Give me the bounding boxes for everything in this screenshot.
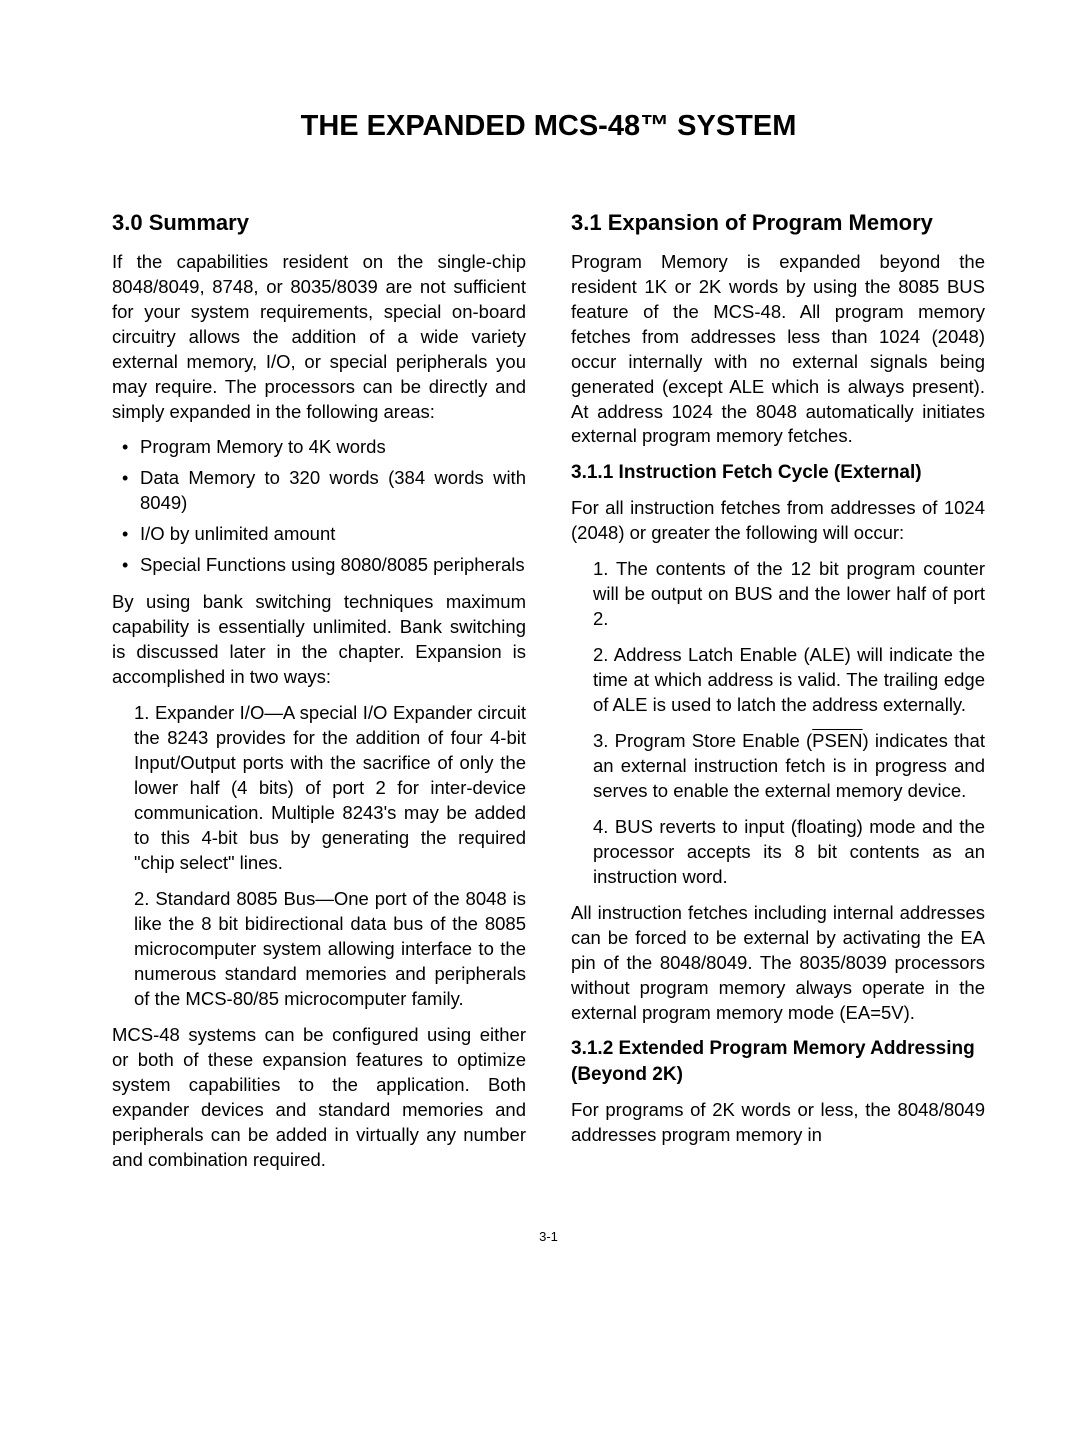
page-number: 3-1 xyxy=(112,1229,985,1244)
section-heading-summary: 3.0 Summary xyxy=(112,208,526,238)
numbered-block: 1. The contents of the 12 bit program co… xyxy=(571,557,985,890)
left-column: 3.0 Summary If the capabilities resident… xyxy=(112,208,526,1184)
numbered-item: 4. BUS reverts to input (floating) mode … xyxy=(593,815,985,890)
page-title: THE EXPANDED MCS-48™ SYSTEM xyxy=(112,110,985,143)
body-paragraph: For programs of 2K words or less, the 80… xyxy=(571,1098,985,1148)
numbered-item: 2. Address Latch Enable (ALE) will indic… xyxy=(593,643,985,718)
numbered-item: 1. Expander I/O—A special I/O Expander c… xyxy=(134,701,526,876)
subsection-heading-fetch: 3.1.1 Instruction Fetch Cycle (External) xyxy=(571,460,985,486)
numbered-item: 3. Program Store Enable (PSEN) indicates… xyxy=(593,729,985,804)
two-column-layout: 3.0 Summary If the capabilities resident… xyxy=(112,208,985,1184)
bullet-item: I/O by unlimited amount xyxy=(112,522,526,547)
right-column: 3.1 Expansion of Program Memory Program … xyxy=(571,208,985,1184)
document-page: THE EXPANDED MCS-48™ SYSTEM 3.0 Summary … xyxy=(0,0,1080,1304)
body-paragraph: MCS-48 systems can be configured using e… xyxy=(112,1023,526,1173)
numbered-block: 1. Expander I/O—A special I/O Expander c… xyxy=(112,701,526,1012)
text-fragment: 3. Program Store Enable ( xyxy=(593,730,812,751)
numbered-item: 2. Standard 8085 Bus—One port of the 804… xyxy=(134,887,526,1012)
body-paragraph: All instruction fetches including intern… xyxy=(571,901,985,1026)
body-paragraph: Program Memory is expanded beyond the re… xyxy=(571,250,985,450)
body-paragraph: For all instruction fetches from address… xyxy=(571,496,985,546)
body-paragraph: If the capabilities resident on the sing… xyxy=(112,250,526,425)
subsection-heading-extended: 3.1.2 Extended Program Memory Addressing… xyxy=(571,1036,985,1087)
numbered-item: 1. The contents of the 12 bit program co… xyxy=(593,557,985,632)
body-paragraph: By using bank switching techniques maxim… xyxy=(112,590,526,690)
bullet-item: Data Memory to 320 words (384 words with… xyxy=(112,466,526,516)
bullet-list: Program Memory to 4K words Data Memory t… xyxy=(112,435,526,578)
signal-psen-overline: PSEN xyxy=(812,730,862,751)
bullet-item: Program Memory to 4K words xyxy=(112,435,526,460)
section-heading-expansion: 3.1 Expansion of Program Memory xyxy=(571,208,985,238)
bullet-item: Special Functions using 8080/8085 periph… xyxy=(112,553,526,578)
